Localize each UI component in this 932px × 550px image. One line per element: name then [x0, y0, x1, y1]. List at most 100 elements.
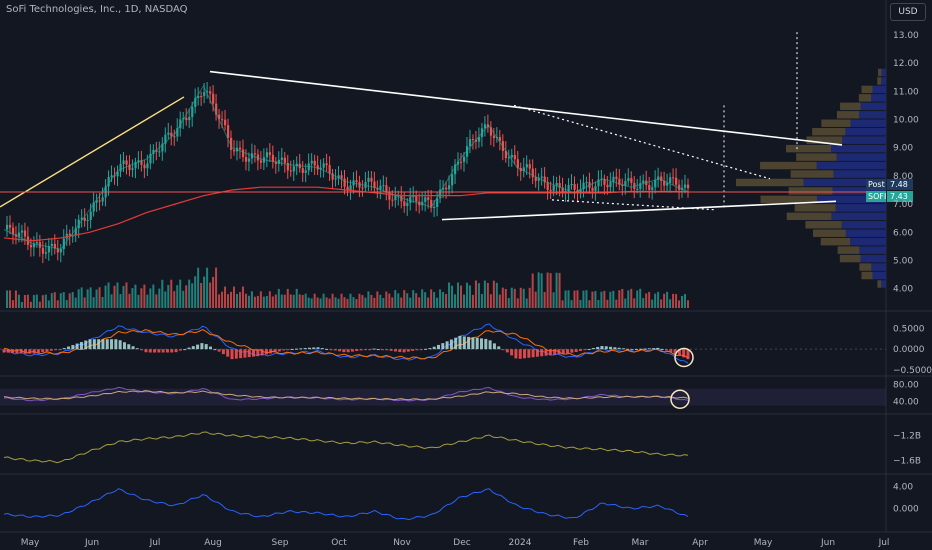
macd-histogram-bar [441, 343, 445, 350]
x-tick-label: Sep [272, 538, 289, 548]
volume-bar [137, 294, 140, 308]
candle-body [334, 178, 337, 180]
volume-bar [412, 290, 415, 308]
volume-bar [654, 293, 657, 308]
candle-body [412, 195, 415, 197]
candle-body [286, 162, 289, 171]
volume-bar [552, 292, 555, 308]
volume-bar [11, 300, 14, 308]
indicator-tick-label: 0.5000 [893, 324, 925, 334]
oscillator-panel: 4.00 0.000 [3, 482, 919, 521]
volume-bar [32, 295, 35, 308]
candle-body [561, 187, 564, 193]
volume-bar [83, 297, 86, 308]
volume-bar [445, 294, 448, 308]
candle-body [176, 128, 179, 137]
macd-histogram-bar [514, 349, 518, 359]
volume-bar [645, 293, 648, 308]
macd-histogram-bar [161, 349, 165, 353]
macd-histogram-bar [290, 348, 294, 350]
volume-bar [549, 273, 552, 308]
candle-body [433, 206, 436, 208]
candle-body [331, 173, 334, 180]
macd-histogram-bar [566, 349, 570, 354]
volume-bar [528, 287, 531, 308]
macd-histogram-bar [449, 339, 453, 350]
profile-bar-up [835, 204, 886, 212]
macd-histogram-bar [79, 342, 83, 350]
profile-bar-down [786, 212, 832, 221]
volume-bar [8, 290, 11, 308]
volume-bar [227, 294, 230, 308]
volume-bar [624, 298, 627, 308]
volume-bar [113, 285, 116, 308]
profile-bar-up [881, 280, 886, 288]
candle-body [161, 143, 164, 152]
volume-bar [397, 293, 400, 308]
volume-bar [675, 294, 678, 308]
macd-histogram-bar [316, 347, 320, 350]
candle-body [128, 164, 131, 170]
candle-body [140, 160, 143, 165]
volume-bar [561, 300, 564, 308]
candle-body [579, 189, 582, 193]
profile-bar-down [805, 221, 842, 229]
candle-body [137, 160, 140, 163]
volume-bar [657, 291, 660, 308]
candle-body [630, 178, 633, 184]
candle-body [537, 177, 540, 181]
volume-bar [206, 267, 209, 308]
macd-histogram-bar [660, 348, 664, 350]
volume-bar [313, 293, 316, 308]
candle-body [442, 187, 445, 190]
macd-histogram-bar [273, 349, 277, 353]
candle-body [364, 181, 367, 188]
macd-histogram-bar [350, 349, 354, 352]
candle-body [170, 132, 173, 137]
candle-body [546, 182, 549, 190]
profile-bar-up [831, 144, 886, 153]
profile-bar-up [816, 161, 886, 170]
macd-histogram-bar [587, 348, 591, 350]
candle-body [540, 176, 543, 178]
volume-bar [164, 291, 167, 308]
candle-body [62, 238, 65, 250]
volume-bar [672, 293, 675, 308]
currency-button[interactable]: USD [890, 3, 926, 21]
volume-bar [337, 298, 340, 308]
volume-bar [86, 289, 89, 308]
macd-histogram-bar [385, 349, 389, 351]
volume-bar [582, 290, 585, 308]
candle-body [385, 185, 388, 193]
macd-histogram-bar [617, 347, 621, 350]
candle-body [80, 217, 83, 220]
macd-histogram-bar [105, 339, 109, 350]
macd-histogram-bar [647, 348, 651, 350]
macd-histogram-bar [548, 349, 552, 356]
volume-bar [639, 288, 642, 308]
price-tag-label: Post [868, 180, 885, 189]
candle-body [603, 179, 606, 185]
volume-bar [221, 291, 224, 308]
volume-bar [612, 290, 615, 308]
candle-body [525, 164, 528, 168]
volume-bar [116, 282, 119, 308]
candle-body [244, 156, 248, 162]
macd-histogram-bar [101, 339, 105, 350]
macd-histogram-bar [71, 345, 75, 350]
profile-bar-down [788, 187, 833, 195]
candle-body [424, 197, 427, 202]
macd-histogram-bar [230, 349, 234, 360]
volume-bar [373, 297, 376, 308]
macd-histogram-bar [652, 348, 656, 350]
candle-body [182, 117, 185, 120]
candle-body [358, 182, 361, 188]
x-tick-label: Jun [84, 538, 99, 548]
profile-bar-up [871, 94, 886, 102]
candle-body [612, 176, 615, 182]
candle-body [274, 161, 278, 164]
profile-bar-down [840, 102, 861, 111]
candle-body [149, 153, 152, 164]
candle-body [594, 186, 597, 191]
